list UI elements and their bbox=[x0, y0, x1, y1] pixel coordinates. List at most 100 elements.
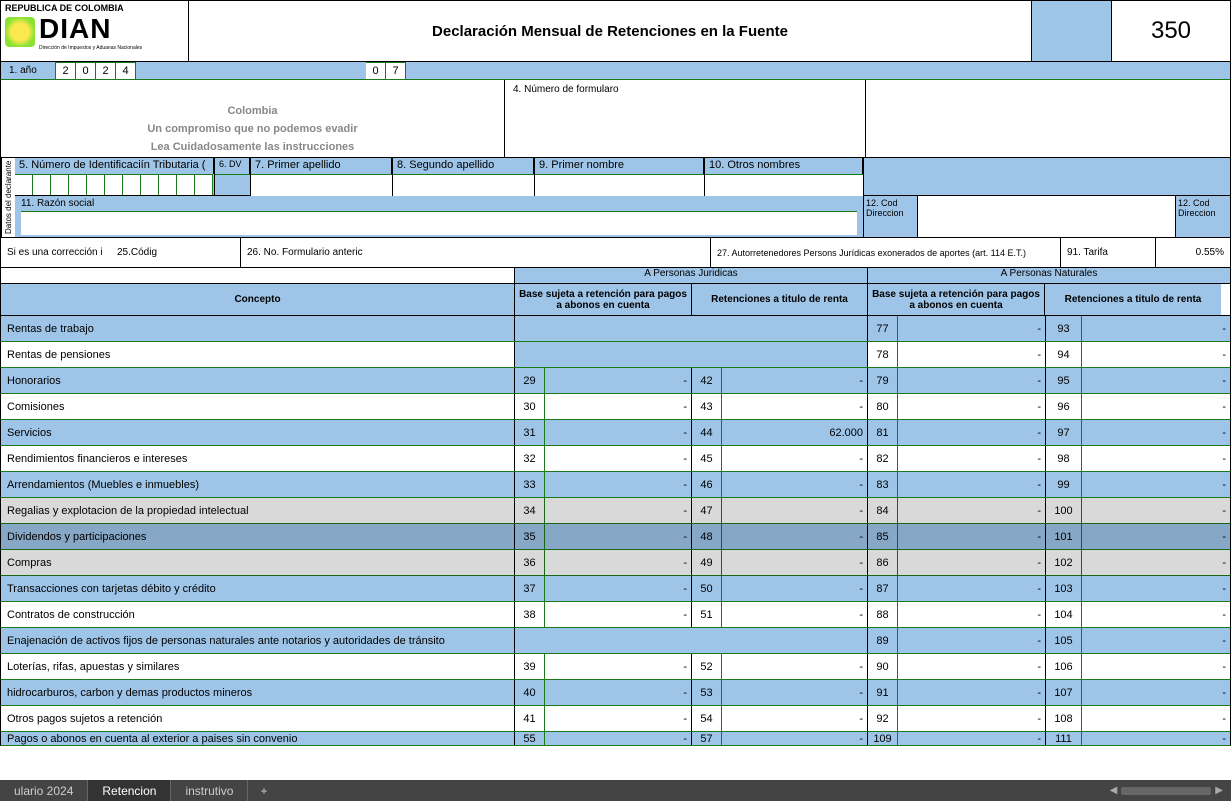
year-digit-0[interactable]: 2 bbox=[56, 62, 76, 79]
row-val-base-n[interactable]: - bbox=[898, 732, 1046, 745]
table-row: Servicios31-4462.00081-97- bbox=[0, 420, 1231, 446]
row-val-base-n[interactable]: - bbox=[898, 706, 1046, 731]
otros-input[interactable] bbox=[705, 174, 863, 196]
row-val-ret-n[interactable]: - bbox=[1082, 680, 1230, 705]
row-val-base-n[interactable]: - bbox=[898, 472, 1046, 497]
row-val-ret-n[interactable]: - bbox=[1082, 576, 1230, 601]
row-val-ret-j[interactable]: - bbox=[722, 706, 868, 731]
row-num-ret-n: 98 bbox=[1046, 446, 1082, 471]
row-val-base-j[interactable]: - bbox=[545, 524, 692, 549]
row-num-base-n: 86 bbox=[868, 550, 898, 575]
row-val-base-j[interactable]: - bbox=[545, 368, 692, 393]
cod-dir-1-input[interactable] bbox=[918, 196, 1176, 237]
row-val-base-j[interactable]: - bbox=[545, 446, 692, 471]
apellido2-input[interactable] bbox=[393, 174, 534, 196]
row-val-ret-n[interactable]: - bbox=[1082, 732, 1230, 745]
row-val-base-j[interactable]: - bbox=[545, 654, 692, 679]
tab-retencion[interactable]: Retencion bbox=[88, 780, 171, 801]
row-val-base-j[interactable]: - bbox=[545, 472, 692, 497]
row-num-ret-n: 111 bbox=[1046, 732, 1082, 745]
row-val-ret-n[interactable]: - bbox=[1082, 550, 1230, 575]
row-val-ret-n[interactable]: - bbox=[1082, 342, 1230, 367]
row-val-base-j[interactable]: - bbox=[545, 706, 692, 731]
row-val-base-j[interactable]: - bbox=[545, 576, 692, 601]
row-val-base-n[interactable]: - bbox=[898, 316, 1046, 341]
row-val-base-n[interactable]: - bbox=[898, 602, 1046, 627]
row-val-ret-j[interactable]: - bbox=[722, 576, 868, 601]
row-val-ret-j[interactable]: - bbox=[722, 732, 868, 745]
row-val-ret-n[interactable]: - bbox=[1082, 368, 1230, 393]
apellido2-label: 8. Segundo apellido bbox=[393, 158, 534, 174]
scroll-right-icon[interactable]: ▶ bbox=[1215, 785, 1223, 796]
row-num-ret-n: 101 bbox=[1046, 524, 1082, 549]
row-val-ret-n[interactable]: - bbox=[1082, 498, 1230, 523]
row-val-ret-j[interactable]: 62.000 bbox=[722, 420, 868, 445]
row-val-ret-j[interactable]: - bbox=[722, 446, 868, 471]
row-val-base-n[interactable]: - bbox=[898, 342, 1046, 367]
year-digit-1[interactable]: 0 bbox=[76, 62, 96, 79]
row-val-base-n[interactable]: - bbox=[898, 628, 1046, 653]
row-val-base-n[interactable]: - bbox=[898, 368, 1046, 393]
row-val-base-n[interactable]: - bbox=[898, 394, 1046, 419]
row-val-ret-n[interactable]: - bbox=[1082, 602, 1230, 627]
apellido1-input[interactable] bbox=[251, 174, 392, 196]
row-val-ret-n[interactable]: - bbox=[1082, 316, 1230, 341]
corr-cod-input[interactable] bbox=[161, 238, 241, 267]
row-val-ret-n[interactable]: - bbox=[1082, 446, 1230, 471]
corr-ant-input[interactable] bbox=[371, 238, 711, 267]
row-concepto: Enajenación de activos fijos de personas… bbox=[1, 628, 515, 653]
period-digit-0[interactable]: 0 bbox=[366, 62, 386, 79]
row-val-base-j[interactable]: - bbox=[545, 732, 692, 745]
row-val-ret-j[interactable]: - bbox=[722, 394, 868, 419]
row-val-ret-n[interactable]: - bbox=[1082, 628, 1230, 653]
num-formulario-cell: 4. Número de formularo bbox=[505, 80, 866, 157]
row-num-ret-n: 94 bbox=[1046, 342, 1082, 367]
year-digit-3[interactable]: 4 bbox=[116, 62, 136, 79]
row-val-ret-n[interactable]: - bbox=[1082, 420, 1230, 445]
scroll-left-icon[interactable]: ◀ bbox=[1110, 785, 1118, 796]
row-val-base-j[interactable]: - bbox=[545, 602, 692, 627]
row-val-ret-n[interactable]: - bbox=[1082, 706, 1230, 731]
row-val-base-n[interactable]: - bbox=[898, 550, 1046, 575]
row-val-base-j[interactable]: - bbox=[545, 394, 692, 419]
year-digit-2[interactable]: 2 bbox=[96, 62, 116, 79]
row-num-base-j: 40 bbox=[515, 680, 545, 705]
corr-ant: 26. No. Formulario anteric bbox=[241, 238, 371, 267]
row-val-ret-j[interactable]: - bbox=[722, 472, 868, 497]
row-num-ret-n: 99 bbox=[1046, 472, 1082, 497]
row-val-base-n[interactable]: - bbox=[898, 420, 1046, 445]
row-val-ret-j[interactable]: - bbox=[722, 368, 868, 393]
row-val-base-j[interactable]: - bbox=[545, 420, 692, 445]
row-val-ret-n[interactable]: - bbox=[1082, 472, 1230, 497]
row-val-base-n[interactable]: - bbox=[898, 446, 1046, 471]
row-num-base-n: 84 bbox=[868, 498, 898, 523]
row-val-base-n[interactable]: - bbox=[898, 654, 1046, 679]
row-val-base-n[interactable]: - bbox=[898, 524, 1046, 549]
row-val-base-j[interactable]: - bbox=[545, 550, 692, 575]
row-num-base-n: 82 bbox=[868, 446, 898, 471]
nombre1-input[interactable] bbox=[535, 174, 704, 196]
row-val-base-n[interactable]: - bbox=[898, 498, 1046, 523]
razon-input[interactable] bbox=[21, 211, 857, 235]
row-val-base-j[interactable]: - bbox=[545, 498, 692, 523]
row-val-ret-j[interactable]: - bbox=[722, 680, 868, 705]
row-concepto: Honorarios bbox=[1, 368, 515, 393]
tab-instrutivo[interactable]: instrutivo bbox=[171, 780, 248, 801]
scroll-track[interactable] bbox=[1121, 787, 1211, 795]
row-val-ret-n[interactable]: - bbox=[1082, 524, 1230, 549]
add-sheet-button[interactable]: + bbox=[248, 784, 279, 798]
row-val-ret-j[interactable]: - bbox=[722, 524, 868, 549]
dv-input[interactable] bbox=[215, 174, 250, 175]
row-val-base-n[interactable]: - bbox=[898, 576, 1046, 601]
nit-input-boxes[interactable] bbox=[15, 174, 214, 195]
row-val-ret-j[interactable]: - bbox=[722, 550, 868, 575]
row-val-ret-j[interactable]: - bbox=[722, 498, 868, 523]
row-val-ret-n[interactable]: - bbox=[1082, 394, 1230, 419]
row-val-ret-j[interactable]: - bbox=[722, 654, 868, 679]
tab-formulario[interactable]: ulario 2024 bbox=[0, 780, 88, 801]
row-val-base-j[interactable]: - bbox=[545, 680, 692, 705]
row-val-base-n[interactable]: - bbox=[898, 680, 1046, 705]
row-val-ret-j[interactable]: - bbox=[722, 602, 868, 627]
period-digit-1[interactable]: 7 bbox=[386, 62, 406, 79]
row-val-ret-n[interactable]: - bbox=[1082, 654, 1230, 679]
